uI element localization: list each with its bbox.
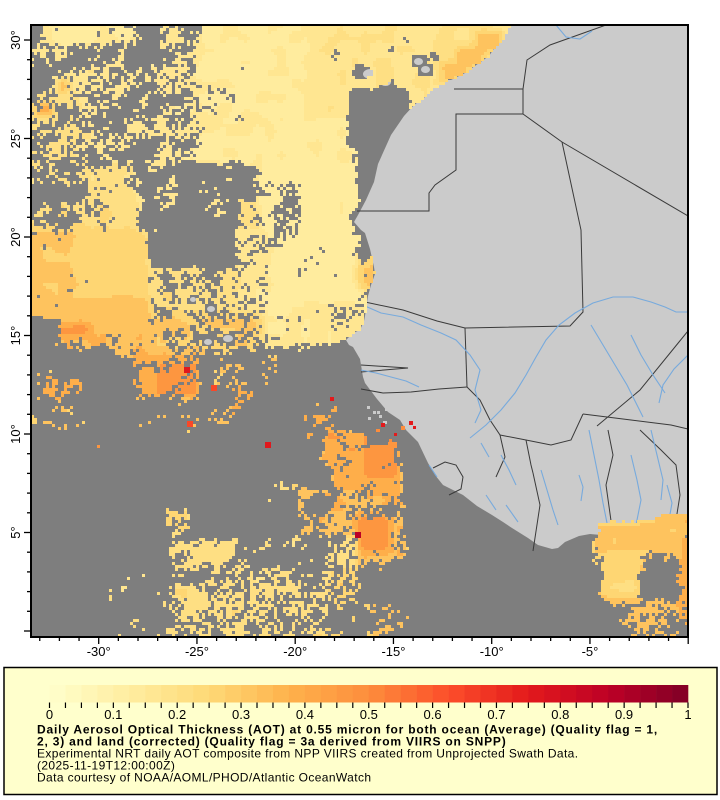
svg-text:25°: 25° — [8, 129, 23, 149]
svg-text:0.5: 0.5 — [360, 707, 378, 722]
svg-text:-15°: -15° — [381, 644, 405, 659]
svg-text:30°: 30° — [8, 30, 23, 50]
svg-text:-10°: -10° — [480, 644, 504, 659]
svg-text:-25°: -25° — [185, 644, 209, 659]
svg-text:0.6: 0.6 — [424, 707, 442, 722]
svg-text:Daily Aerosol Optical Thicknes: Daily Aerosol Optical Thickness (AOT) at… — [37, 723, 658, 737]
svg-text:10°: 10° — [8, 424, 23, 444]
svg-text:0.8: 0.8 — [551, 707, 569, 722]
svg-text:0.3: 0.3 — [232, 707, 250, 722]
svg-text:0.9: 0.9 — [615, 707, 633, 722]
svg-text:20°: 20° — [8, 227, 23, 247]
svg-text:-30°: -30° — [87, 644, 111, 659]
svg-text:2, 3) and land (corrected) (Qu: 2, 3) and land (corrected) (Quality flag… — [37, 735, 507, 749]
svg-text:0.2: 0.2 — [168, 707, 186, 722]
svg-text:(2025-11-19T12:00:00Z): (2025-11-19T12:00:00Z) — [37, 759, 175, 773]
svg-text:1: 1 — [684, 707, 691, 722]
svg-text:0.1: 0.1 — [104, 707, 122, 722]
svg-text:5°: 5° — [8, 526, 23, 538]
svg-text:Experimental NRT daily AOT com: Experimental NRT daily AOT composite fro… — [37, 747, 578, 761]
svg-text:0.7: 0.7 — [487, 707, 505, 722]
svg-text:-20°: -20° — [283, 644, 307, 659]
svg-text:-5°: -5° — [582, 644, 599, 659]
svg-text:15°: 15° — [8, 326, 23, 346]
svg-text:0.4: 0.4 — [296, 707, 314, 722]
svg-text:0: 0 — [46, 707, 53, 722]
svg-text:Data courtesy of NOAA/AOML/PHO: Data courtesy of NOAA/AOML/PHOD/Atlantic… — [37, 771, 371, 785]
